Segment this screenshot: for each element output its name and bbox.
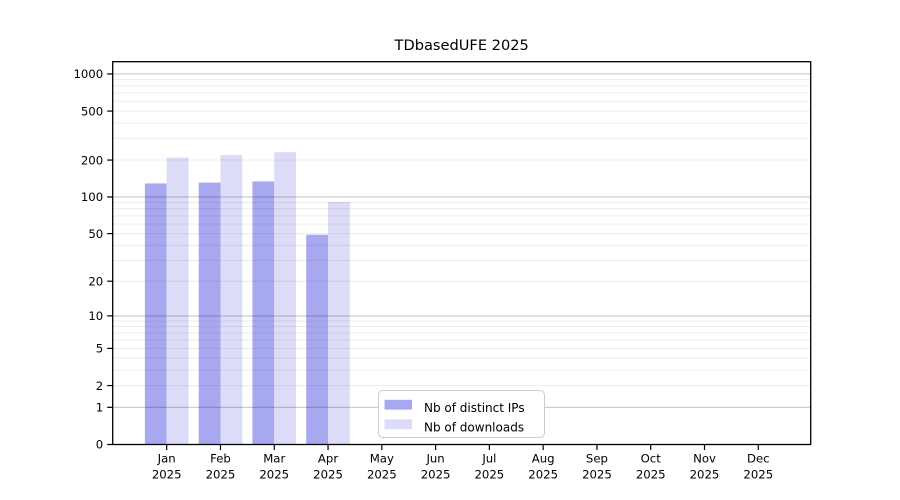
bars-layer [144,152,350,445]
bar-nb-of-downloads-mar [274,152,297,445]
x-tick-label-jun: Jun 2025 [421,452,451,482]
y-tick-label-200: 200 [81,153,103,167]
bar-nb-of-distinct-ips-mar [252,181,275,445]
legend-box [378,390,545,438]
y-tick-label-5: 5 [96,342,103,356]
x-tick-label-apr: Apr 2025 [313,452,343,482]
x-tick-label-mar: Mar 2025 [259,452,289,482]
x-tick-label-sep: Sep 2025 [582,452,612,482]
bar-nb-of-downloads-feb [220,154,243,445]
y-tick-label-100: 100 [81,190,103,204]
bar-nb-of-distinct-ips-apr [306,234,329,445]
legend-swatch-distinct-ips [384,399,412,410]
x-tick-label-feb: Feb 2025 [206,452,236,482]
y-tick-label-50: 50 [88,227,103,241]
legend-label-distinct-ips: Nb of distinct IPs [424,401,525,415]
axes-layer: 0 1 2 5 10 20 50 100 200 500 1000 Jan 2025 Feb 2025 Mar… [73,61,812,482]
y-tick-label-1: 1 [96,401,103,415]
y-tick-label-500: 500 [81,104,103,118]
x-tick-label-jan: Jan 2025 [152,452,182,482]
x-tick-label-jul: Jul 2025 [475,452,505,482]
bar-nb-of-distinct-ips-jan [144,183,167,445]
legend-label-downloads: Nb of downloads [424,421,524,435]
bar-nb-of-downloads-jan [166,157,189,445]
x-tick-label-nov: Nov 2025 [690,452,720,482]
y-tick-label-10: 10 [88,309,103,323]
bar-nb-of-downloads-apr [328,201,350,445]
y-tick-label-2: 2 [96,379,103,393]
legend: Nb of distinct IPs Nb of downloads [378,390,545,438]
plot-frame [112,61,812,446]
y-tick-label-1000: 1000 [73,67,103,81]
y-tick-label-0: 0 [96,438,103,452]
x-tick-label-oct: Oct 2025 [636,452,666,482]
x-tick-label-may: May 2025 [367,452,397,482]
x-tick-label-aug: Aug 2025 [528,452,558,482]
x-tick-label-dec: Dec 2025 [743,452,773,482]
chart-title: TDbasedUFE 2025 [394,37,529,54]
y-tick-label-20: 20 [88,274,103,288]
bar-nb-of-distinct-ips-feb [198,182,221,445]
legend-swatch-downloads [384,419,412,430]
